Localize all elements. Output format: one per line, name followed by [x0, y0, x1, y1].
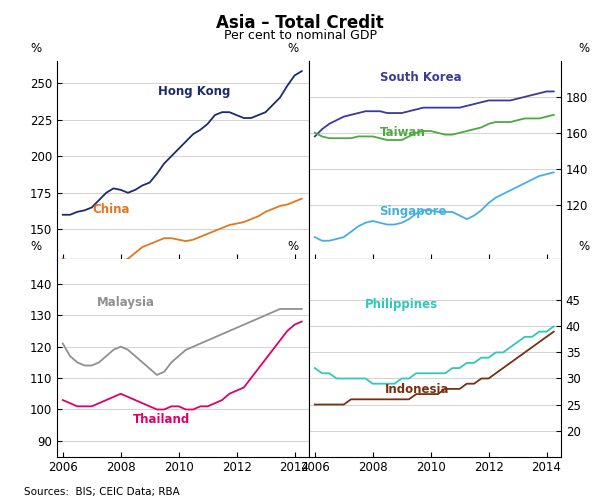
Text: Thailand: Thailand	[133, 413, 190, 426]
Text: Malaysia: Malaysia	[97, 296, 155, 309]
Text: Singapore: Singapore	[380, 205, 447, 218]
Text: %: %	[578, 42, 590, 55]
Text: South Korea: South Korea	[380, 71, 461, 84]
Text: Indonesia: Indonesia	[385, 383, 449, 396]
Text: %: %	[288, 240, 299, 253]
Text: %: %	[578, 240, 590, 253]
Text: China: China	[92, 203, 130, 216]
Text: %: %	[31, 42, 42, 55]
Text: Per cent to nominal GDP: Per cent to nominal GDP	[223, 29, 377, 42]
Text: Philippines: Philippines	[364, 298, 437, 311]
Text: Taiwan: Taiwan	[380, 126, 425, 139]
Text: Sources:  BIS; CEIC Data; RBA: Sources: BIS; CEIC Data; RBA	[24, 487, 180, 497]
Text: %: %	[31, 240, 42, 253]
Text: Hong Kong: Hong Kong	[158, 84, 230, 97]
Text: Asia – Total Credit: Asia – Total Credit	[216, 14, 384, 32]
Text: %: %	[288, 42, 299, 55]
